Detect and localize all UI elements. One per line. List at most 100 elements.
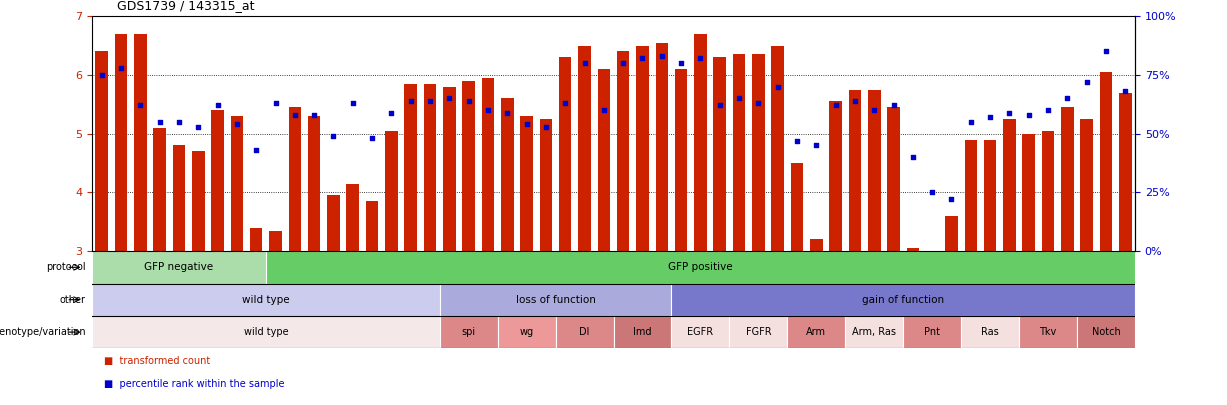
Bar bbox=[790, 163, 804, 251]
Bar bbox=[520, 116, 533, 251]
Text: Pnt: Pnt bbox=[924, 327, 940, 337]
Bar bbox=[385, 131, 398, 251]
Bar bbox=[617, 51, 629, 251]
Point bbox=[710, 102, 730, 109]
Point bbox=[1096, 48, 1115, 55]
Bar bbox=[443, 87, 455, 251]
Point bbox=[1038, 107, 1058, 113]
Text: GDS1739 / 143315_at: GDS1739 / 143315_at bbox=[117, 0, 254, 12]
Bar bbox=[887, 107, 899, 251]
Point bbox=[614, 60, 633, 66]
Bar bbox=[849, 90, 861, 251]
Bar bbox=[250, 228, 263, 251]
Text: loss of function: loss of function bbox=[515, 295, 595, 305]
Point bbox=[517, 121, 536, 128]
Bar bbox=[598, 69, 610, 251]
Point bbox=[980, 114, 1000, 120]
Bar bbox=[1081, 119, 1093, 251]
Point bbox=[266, 100, 286, 107]
Point bbox=[304, 112, 324, 118]
Point bbox=[748, 100, 768, 107]
Point bbox=[439, 95, 459, 102]
Bar bbox=[439, 316, 498, 348]
Point bbox=[788, 137, 807, 144]
Bar bbox=[964, 139, 977, 251]
Bar bbox=[308, 116, 320, 251]
Point bbox=[883, 102, 903, 109]
Point bbox=[691, 55, 710, 62]
Point bbox=[169, 119, 189, 125]
Point bbox=[1115, 88, 1135, 95]
Point bbox=[207, 102, 227, 109]
Text: Ras: Ras bbox=[982, 327, 999, 337]
Bar bbox=[1020, 316, 1077, 348]
Bar bbox=[961, 316, 1020, 348]
Bar bbox=[269, 230, 282, 251]
Point bbox=[806, 142, 826, 149]
Bar bbox=[191, 151, 205, 251]
Bar bbox=[671, 284, 1135, 316]
Bar bbox=[675, 69, 687, 251]
Text: wild type: wild type bbox=[242, 295, 290, 305]
Point bbox=[227, 121, 247, 128]
Point bbox=[112, 65, 131, 71]
Text: FGFR: FGFR bbox=[746, 327, 771, 337]
Point bbox=[671, 60, 691, 66]
Bar bbox=[96, 51, 108, 251]
Bar bbox=[1061, 107, 1074, 251]
Point bbox=[420, 98, 439, 104]
Bar bbox=[439, 284, 671, 316]
Point bbox=[923, 189, 942, 196]
Bar bbox=[266, 251, 1135, 284]
Text: genotype/variation: genotype/variation bbox=[0, 327, 86, 337]
Point bbox=[1077, 79, 1097, 85]
Bar bbox=[1004, 119, 1016, 251]
Bar bbox=[1022, 134, 1036, 251]
Bar bbox=[114, 34, 128, 251]
Text: spi: spi bbox=[461, 327, 476, 337]
Point bbox=[459, 98, 479, 104]
Bar bbox=[867, 90, 881, 251]
Bar bbox=[636, 46, 649, 251]
Bar bbox=[346, 183, 360, 251]
Bar bbox=[1099, 72, 1113, 251]
Bar bbox=[134, 34, 146, 251]
Point bbox=[826, 102, 845, 109]
Bar bbox=[231, 116, 243, 251]
Point bbox=[324, 133, 344, 139]
Point bbox=[903, 154, 923, 160]
Bar bbox=[482, 78, 494, 251]
Bar bbox=[984, 139, 996, 251]
Point bbox=[92, 72, 112, 78]
Point bbox=[497, 109, 517, 116]
Point bbox=[536, 124, 556, 130]
Bar bbox=[463, 81, 475, 251]
Bar bbox=[578, 46, 591, 251]
Point bbox=[594, 107, 614, 113]
Point bbox=[150, 119, 169, 125]
Text: Arm, Ras: Arm, Ras bbox=[853, 327, 896, 337]
Text: gain of function: gain of function bbox=[863, 295, 945, 305]
Bar bbox=[423, 84, 437, 251]
Point bbox=[401, 98, 421, 104]
Text: wild type: wild type bbox=[243, 327, 288, 337]
Bar bbox=[540, 119, 552, 251]
Bar bbox=[173, 145, 185, 251]
Text: GFP negative: GFP negative bbox=[145, 262, 213, 272]
Bar bbox=[752, 54, 764, 251]
Point bbox=[189, 124, 209, 130]
Text: EGFR: EGFR bbox=[687, 327, 713, 337]
Text: other: other bbox=[60, 295, 86, 305]
Point bbox=[1058, 95, 1077, 102]
Point bbox=[729, 95, 748, 102]
Bar bbox=[733, 54, 745, 251]
Point bbox=[247, 147, 266, 153]
Text: Dl: Dl bbox=[579, 327, 590, 337]
Bar bbox=[713, 58, 726, 251]
Bar bbox=[694, 34, 707, 251]
Point bbox=[768, 83, 788, 90]
Text: Tkv: Tkv bbox=[1039, 327, 1056, 337]
Point bbox=[1000, 109, 1020, 116]
Bar bbox=[671, 316, 729, 348]
Point bbox=[961, 119, 980, 125]
